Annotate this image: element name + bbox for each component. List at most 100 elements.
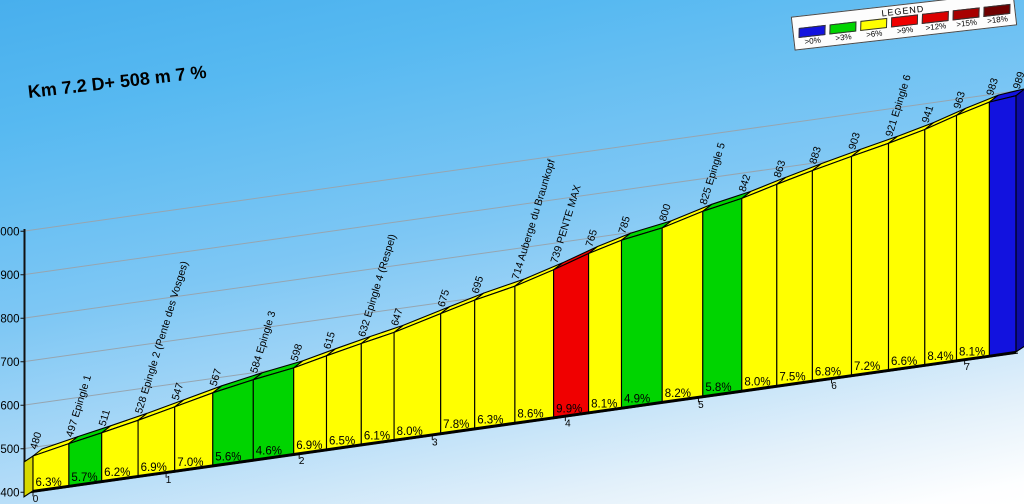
gradient-label: 4.9% bbox=[624, 394, 650, 406]
profile-segment bbox=[474, 285, 516, 430]
profile-right-cap bbox=[1015, 88, 1024, 353]
profile-segment bbox=[360, 331, 395, 446]
elevation-label: 825 Epingle 5 bbox=[698, 141, 728, 206]
legend-item: >12% bbox=[919, 10, 951, 33]
y-axis-label: 800 bbox=[0, 313, 19, 325]
y-axis-label: 900 bbox=[0, 270, 19, 282]
elevation-label: 547 bbox=[170, 381, 187, 401]
profile-segment bbox=[924, 114, 958, 366]
legend-item: >0% bbox=[796, 24, 828, 47]
profile-segment bbox=[661, 210, 704, 403]
gradient-label: 7.8% bbox=[443, 419, 469, 431]
elevation-label: 983 bbox=[984, 77, 1001, 97]
elevation-label: 675 bbox=[436, 288, 453, 308]
km-tick-label: 6 bbox=[831, 381, 837, 392]
elevation-label: 941 bbox=[920, 104, 937, 124]
legend-swatch-label: >0% bbox=[804, 35, 822, 47]
gradient-label: 8.0% bbox=[744, 377, 770, 389]
legend-swatch bbox=[798, 24, 826, 39]
profile-segment bbox=[588, 239, 623, 413]
gradient-label: 8.6% bbox=[517, 409, 543, 421]
gradient-label: 6.8% bbox=[815, 367, 841, 379]
profile-segment bbox=[955, 101, 990, 361]
elevation-label: 480 bbox=[28, 430, 45, 450]
gradient-label: 7.0% bbox=[177, 457, 203, 469]
gradient-label: 9.9% bbox=[556, 403, 582, 415]
km-tick-label: 4 bbox=[565, 419, 571, 430]
legend-swatch-label: >9% bbox=[896, 25, 914, 36]
gradient-label: 6.3% bbox=[36, 477, 62, 489]
gradient-label: 5.8% bbox=[705, 382, 731, 394]
profile-segment bbox=[620, 227, 663, 409]
profile-segment bbox=[776, 169, 813, 387]
elevation-label: 511 bbox=[97, 408, 113, 428]
profile-segment bbox=[741, 183, 778, 392]
km-tick-label: 2 bbox=[299, 456, 305, 467]
gradient-label: 7.5% bbox=[779, 372, 805, 384]
profile-segment bbox=[553, 252, 590, 418]
km-tick-label: 3 bbox=[432, 437, 438, 448]
elevation-label: 765 bbox=[583, 228, 600, 248]
legend-item: >15% bbox=[950, 7, 982, 29]
profile-segment bbox=[887, 128, 926, 371]
profile-segment bbox=[850, 142, 890, 376]
y-axis-label: 700 bbox=[0, 357, 19, 369]
gradient-label: 8.0% bbox=[397, 426, 423, 438]
profile-baseline bbox=[32, 350, 1017, 493]
gradient-label: 6.6% bbox=[891, 356, 917, 368]
legend-swatch bbox=[859, 17, 887, 32]
elevation-label: 739 PENTE MAX bbox=[548, 184, 583, 265]
km-tick-label: 5 bbox=[698, 400, 704, 411]
y-axis-label: 500 bbox=[0, 444, 19, 456]
profile-left-cap bbox=[23, 454, 34, 498]
km-tick-label: 7 bbox=[964, 362, 970, 373]
elevation-label: 963 bbox=[951, 90, 968, 110]
gradient-label: 5.7% bbox=[71, 472, 97, 484]
profile-segment bbox=[440, 299, 476, 434]
legend-item: >18% bbox=[981, 3, 1013, 26]
gradient-label: 8.1% bbox=[591, 398, 617, 410]
y-axis-label: 1000 bbox=[0, 226, 20, 238]
gradient-label: 6.1% bbox=[364, 430, 390, 442]
gradient-label: 6.5% bbox=[329, 435, 355, 447]
elevation-label: 497 Epingle 1 bbox=[64, 373, 94, 438]
gradient-label: 8.1% bbox=[959, 346, 985, 358]
profile-segment bbox=[325, 342, 362, 451]
km-tick-label: 0 bbox=[33, 494, 39, 504]
gradient-label: 6.3% bbox=[477, 414, 503, 426]
elevation-label: 863 bbox=[772, 159, 789, 179]
legend-swatch bbox=[828, 21, 856, 35]
gradient-label: 8.4% bbox=[927, 351, 953, 363]
gradient-label: 5.6% bbox=[215, 451, 241, 463]
elevation-label: 842 bbox=[737, 173, 754, 193]
profile-segment bbox=[514, 268, 555, 424]
elevation-label: 647 bbox=[389, 307, 406, 327]
gradient-label: 4.6% bbox=[256, 446, 282, 458]
profile-segment bbox=[702, 197, 743, 397]
gradient-label: 6.2% bbox=[104, 467, 130, 479]
elevation-label: 800 bbox=[657, 202, 674, 222]
legend-swatch-label: >3% bbox=[834, 32, 853, 43]
gridline-1000 bbox=[23, 90, 1019, 232]
legend-swatch-label: >6% bbox=[865, 28, 883, 40]
gradient-label: 8.2% bbox=[665, 388, 691, 400]
legend-item: >6% bbox=[858, 17, 890, 40]
elevation-label: 883 bbox=[807, 145, 824, 165]
elevation-label: 695 bbox=[470, 275, 487, 295]
legend-item: >9% bbox=[889, 14, 921, 36]
profile-segment bbox=[988, 95, 1017, 357]
elevation-label: 567 bbox=[208, 367, 225, 387]
gradient-label: 6.9% bbox=[141, 462, 167, 474]
gradient-label: 6.9% bbox=[296, 440, 322, 452]
y-axis-label: 400 bbox=[0, 487, 19, 499]
profile-segment bbox=[811, 155, 853, 382]
elevation-label: 598 bbox=[289, 342, 306, 362]
legend-swatch bbox=[890, 14, 918, 28]
elevation-label: 615 bbox=[321, 330, 338, 350]
profile-segment bbox=[393, 312, 442, 441]
km-tick-label: 1 bbox=[166, 475, 172, 486]
y-axis-label: 600 bbox=[0, 400, 19, 412]
elevation-label: 989 bbox=[1011, 70, 1024, 90]
elevation-label: 785 bbox=[616, 215, 633, 235]
gradient-label: 7.2% bbox=[854, 361, 880, 373]
